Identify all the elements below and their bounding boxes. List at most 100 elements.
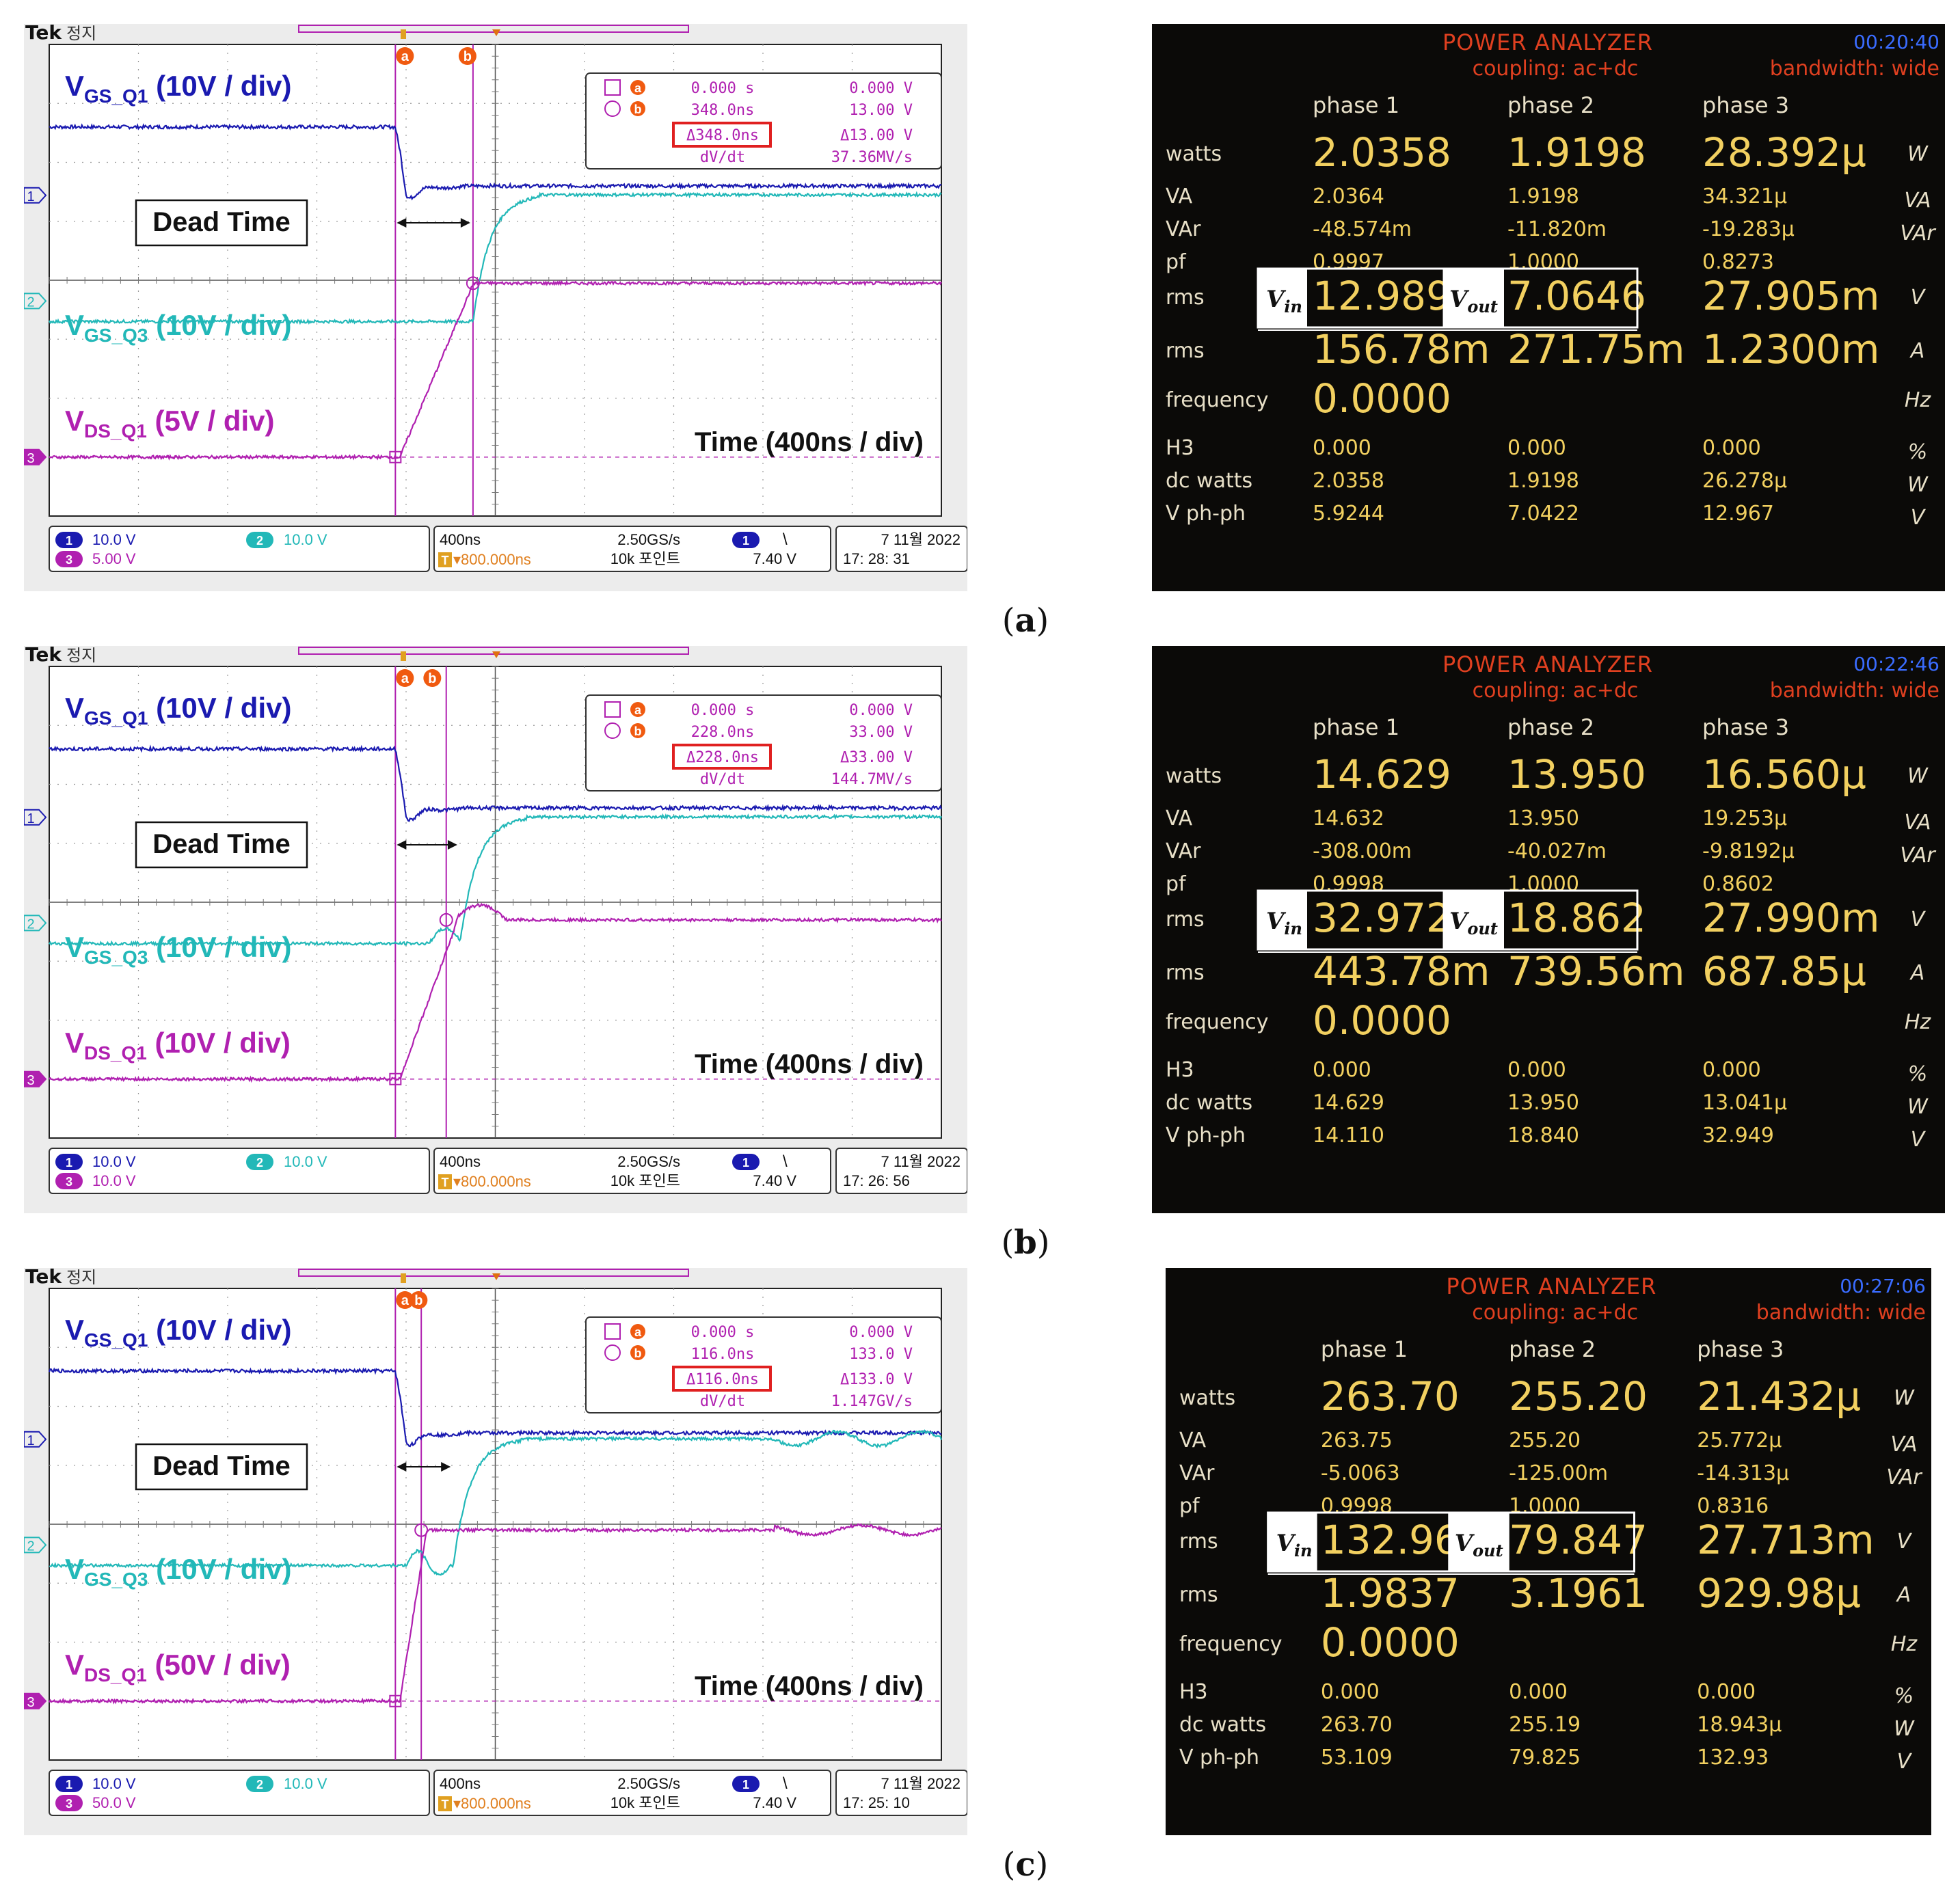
channel-marker-ch3[interactable]: 3 xyxy=(24,1692,47,1710)
channel-marker-ch2[interactable]: 2 xyxy=(24,293,47,310)
value-cell: 12.967 xyxy=(1702,502,1774,526)
label-vds-q1-scale: (10V / div) xyxy=(147,1027,291,1059)
value-cell: -19.283μ xyxy=(1702,217,1795,241)
value-cell: 132.93 xyxy=(1697,1746,1769,1770)
power-analyzer-display: POWER ANALYZER 00:20:40 coupling: ac+dc ban… xyxy=(1166,29,1939,530)
record-length: 10k 포인트 xyxy=(610,550,680,567)
oscilloscope-screen: Tek 정지 a b 1 2 3 a b 0.000 s 0.000 V 348.0ns 13.00 V… xyxy=(24,24,967,591)
value-cell: 687.85μ xyxy=(1702,948,1866,995)
channel-marker-text: 3 xyxy=(27,1073,34,1088)
label-vgs-q3-scale: (10V / div) xyxy=(148,309,291,341)
channel-marker-ch2[interactable]: 2 xyxy=(24,915,47,932)
value-cell: 28.392μ xyxy=(1702,129,1866,176)
date: 7 11월 2022 xyxy=(881,1775,961,1792)
cursor-b-badge[interactable]: b xyxy=(423,669,442,687)
cursor-readout-box: ab 0.000 s 0.000 V 228.0ns 33.00 V Δ228.0ns Δ3… xyxy=(585,694,942,792)
trigger-channel-chip[interactable]: 1 xyxy=(732,1154,760,1170)
readout-a-volt: 0.000 V xyxy=(849,80,913,97)
trigger-channel-chip[interactable]: 1 xyxy=(732,1776,760,1792)
ch1-chip[interactable]: 1 xyxy=(55,1776,83,1792)
label-vgs-q3-scale: (10V / div) xyxy=(148,1553,291,1585)
ch2-chip[interactable]: 2 xyxy=(246,1154,273,1170)
cursor-b-badge[interactable]: b xyxy=(410,1291,428,1309)
value-cell: 1.2300m xyxy=(1702,326,1879,373)
unit-label: V xyxy=(1897,1530,1913,1554)
phase-header-1: phase 1 xyxy=(1313,714,1399,740)
row-label: rms xyxy=(1166,339,1205,363)
cursor-b-badge-text: b xyxy=(464,49,472,64)
brand-label: Tek xyxy=(25,646,62,666)
time-scale-label: Time (400ns / div) xyxy=(695,1671,924,1701)
label-vds-q1-sub: DS_Q1 xyxy=(84,1042,147,1064)
value-cell: 0.000 xyxy=(1702,436,1761,460)
readout-a-time: 0.000 s xyxy=(691,80,755,97)
value-cell: -14.313μ xyxy=(1697,1461,1789,1485)
readout-a-badge: a xyxy=(634,703,642,717)
cursor-b-badge[interactable]: b xyxy=(458,47,476,65)
ch1-chip[interactable]: 1 xyxy=(55,1154,83,1170)
channel-marker-ch3[interactable]: 3 xyxy=(24,448,47,466)
channel-marker-ch1[interactable]: 1 xyxy=(24,187,47,204)
ch3-chip[interactable]: 3 xyxy=(55,551,83,567)
row-label: H3 xyxy=(1166,436,1194,460)
readout-b-time: 228.0ns xyxy=(691,724,755,741)
cursor-a-badge[interactable]: a xyxy=(396,669,414,687)
label-vds-q1: VDS_Q1 (10V / div) xyxy=(65,1027,291,1064)
cursor-a-badge[interactable]: a xyxy=(396,1291,414,1309)
value-cell: 34.321μ xyxy=(1702,185,1787,208)
panel-caption: (a) xyxy=(1002,601,1049,640)
channel-marker-ch3[interactable]: 3 xyxy=(24,1070,47,1088)
channel-marker-ch1[interactable]: 1 xyxy=(24,1431,47,1448)
row-label: rms xyxy=(1179,1583,1218,1607)
channel-marker-text: 3 xyxy=(27,451,34,466)
trigger-slope: \ xyxy=(783,1774,788,1793)
label-vgs-q3-sub: GS_Q3 xyxy=(84,947,148,968)
value-cell: 13.041μ xyxy=(1702,1091,1787,1115)
value-cell: 0.0000 xyxy=(1313,375,1451,422)
row-label: pf xyxy=(1166,872,1187,896)
value-cell: 14.110 xyxy=(1313,1124,1384,1148)
phase-header-1: phase 1 xyxy=(1321,1336,1408,1362)
dead-time-label: Dead Time xyxy=(152,829,291,859)
channel-marker-ch1[interactable]: 1 xyxy=(24,809,47,826)
unit-label: VAr xyxy=(1886,1465,1922,1489)
vout-label-main: V xyxy=(1455,1530,1475,1557)
row-label: dc watts xyxy=(1166,1091,1252,1115)
cursor-a-badge[interactable]: a xyxy=(396,47,414,65)
label-vgs-q3-main: V xyxy=(65,1553,84,1585)
phase-header-3: phase 3 xyxy=(1702,714,1789,740)
value-cell: 3.1961 xyxy=(1509,1570,1648,1616)
row-label: dc watts xyxy=(1166,469,1252,493)
analyzer-bandwidth: bandwidth: wide xyxy=(1756,1301,1926,1325)
unit-label: VAr xyxy=(1900,221,1936,245)
value-cell: 1.9198 xyxy=(1507,129,1646,176)
unit-label: W xyxy=(1894,1386,1915,1410)
row-label: watts xyxy=(1166,764,1222,788)
vout-label-main: V xyxy=(1449,286,1470,313)
ch2-chip[interactable]: 2 xyxy=(246,532,273,548)
value-cell: -40.027m xyxy=(1507,839,1607,863)
trigger-channel-chip[interactable]: 1 xyxy=(732,532,760,548)
value-cell: 32.949 xyxy=(1702,1124,1774,1148)
vin-label-main: V xyxy=(1266,286,1287,313)
value-cell: 0.000 xyxy=(1697,1680,1756,1704)
ch3-chip[interactable]: 3 xyxy=(55,1173,83,1189)
label-vgs-q3-sub: GS_Q3 xyxy=(84,1569,148,1590)
analyzer-bandwidth: bandwidth: wide xyxy=(1770,57,1939,81)
unit-label: A xyxy=(1909,961,1925,985)
series-vgs-q3 xyxy=(49,191,942,325)
value-cell: 79.825 xyxy=(1509,1746,1581,1770)
dead-time-label: Dead Time xyxy=(152,1451,291,1481)
phase-header-2: phase 2 xyxy=(1507,92,1594,118)
ch3-chip[interactable]: 3 xyxy=(55,1795,83,1811)
ch1-chip[interactable]: 1 xyxy=(55,532,83,548)
vout-label: Vout xyxy=(1455,1530,1503,1560)
label-vds-q1-sub: DS_Q1 xyxy=(84,420,147,442)
label-vds-q1-scale: (50V / div) xyxy=(147,1649,291,1681)
channel-marker-ch2[interactable]: 2 xyxy=(24,1537,47,1554)
dead-time-label: Dead Time xyxy=(152,207,291,237)
value-cell: 1.0000 xyxy=(1509,1494,1581,1518)
ch2-chip[interactable]: 2 xyxy=(246,1776,273,1792)
analyzer-coupling: coupling: ac+dc xyxy=(1472,1301,1638,1325)
value-cell: 263.70 xyxy=(1321,1373,1460,1420)
